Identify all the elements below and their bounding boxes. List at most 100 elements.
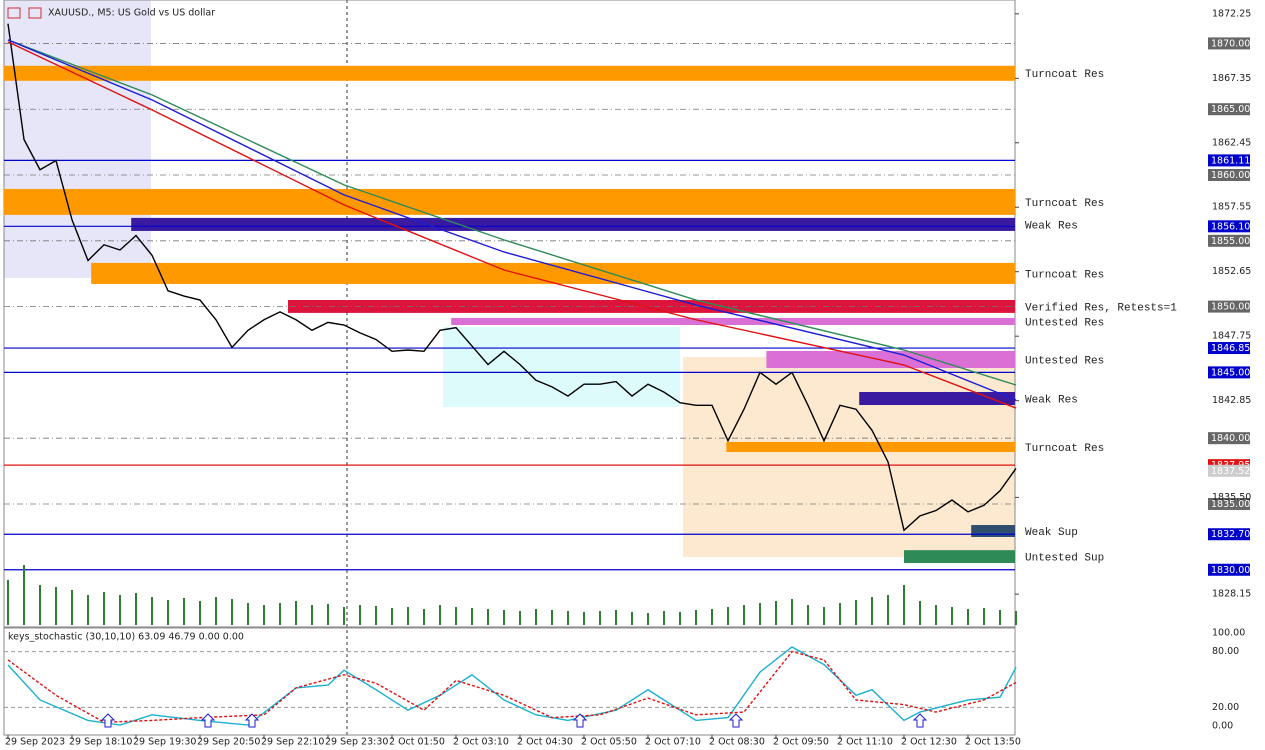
volume-bar	[743, 605, 745, 625]
volume-bar	[679, 612, 681, 625]
volume-bar	[23, 565, 25, 625]
bid-label: 1837.52	[1211, 466, 1250, 477]
volume-bar	[615, 610, 617, 625]
volume-bar	[327, 604, 329, 625]
volume-bar	[631, 612, 633, 625]
signal-arrow	[200, 713, 216, 728]
series-line	[7, 646, 1017, 726]
y-tick-label: 1857.55	[1212, 202, 1251, 213]
series-line	[7, 39, 1017, 401]
volume-bar	[151, 597, 153, 625]
volume-bar	[551, 610, 553, 625]
volume-bar	[791, 599, 793, 625]
zone	[766, 350, 1015, 369]
zone	[288, 300, 1015, 313]
x-tick-label: 29 Sep 2023	[5, 737, 65, 748]
x-tick-label: 29 Sep 20:50	[197, 737, 260, 748]
level-box	[1208, 220, 1250, 233]
volume-bar	[967, 609, 969, 625]
volume-bar	[903, 585, 905, 625]
zone	[859, 391, 1015, 406]
icon	[28, 7, 42, 19]
volume-bar	[311, 605, 313, 625]
y-tick-label: 1847.75	[1212, 331, 1251, 342]
signal-arrow	[244, 713, 260, 728]
y-tick-label: 80.00	[1212, 646, 1239, 657]
level-label: 1830.00	[1211, 565, 1250, 576]
zone-label: Turncoat Res	[1025, 69, 1104, 81]
series-line	[7, 39, 1017, 386]
y-tick-label: 0.00	[1212, 721, 1233, 732]
session-box	[4, 0, 151, 278]
signal-arrow	[572, 713, 588, 728]
volume-bar	[663, 611, 665, 625]
zone	[91, 262, 1015, 284]
volume-bar	[87, 595, 89, 625]
zone-label: Verified Res, Retests=1	[1025, 302, 1177, 314]
volume-bar	[823, 607, 825, 625]
volume-bar	[503, 610, 505, 625]
x-tick-label: 2 Oct 03:10	[453, 737, 509, 748]
zone-label: Weak Res	[1025, 394, 1078, 406]
x-tick-label: 2 Oct 12:30	[901, 737, 957, 748]
x-tick-label: 2 Oct 05:50	[581, 737, 637, 748]
level-label: 1850.00	[1211, 302, 1250, 313]
zone	[4, 65, 1015, 81]
volume-bar	[535, 609, 537, 625]
level-label: 1855.00	[1211, 236, 1250, 247]
volume-bar	[183, 598, 185, 625]
chart-title: XAUUSD., M5: US Gold vs US dollar	[48, 8, 215, 19]
icon	[7, 7, 21, 19]
volume-bar	[999, 610, 1001, 625]
level-box	[1208, 103, 1250, 116]
volume-bar	[423, 609, 425, 625]
volume-bar	[471, 608, 473, 625]
level-box	[1208, 528, 1250, 541]
level-box	[1208, 497, 1250, 510]
volume-bar	[647, 613, 649, 625]
volume-bar	[439, 605, 441, 625]
indicator-title: keys_stochastic (30,10,10) 63.09 46.79 0…	[8, 632, 244, 643]
x-tick-label: 2 Oct 13:50	[965, 737, 1021, 748]
volume-bar	[103, 592, 105, 625]
volume-bar	[599, 611, 601, 625]
y-tick-label: 20.00	[1212, 702, 1239, 713]
y-tick-label: 100.00	[1212, 628, 1245, 639]
zone-label: Turncoat Res	[1025, 269, 1104, 281]
volume-bar	[1015, 611, 1017, 625]
volume-bar	[375, 606, 377, 625]
zone-label: Untested Res	[1025, 355, 1104, 367]
x-tick-label: 2 Oct 04:30	[517, 737, 573, 748]
y-tick-label: 1872.25	[1212, 8, 1251, 19]
volume-bar	[263, 605, 265, 625]
volume-bar	[215, 597, 217, 625]
volume-bar	[807, 605, 809, 625]
level-box	[1208, 154, 1250, 167]
x-tick-label: 2 Oct 07:10	[645, 737, 701, 748]
y-tick-label: 1867.35	[1212, 73, 1251, 84]
volume-bar	[343, 607, 345, 625]
zone	[971, 525, 1015, 537]
level-label: 1832.70	[1211, 529, 1250, 540]
volume-bar	[135, 593, 137, 625]
volume-bar	[775, 601, 777, 625]
sub-frame	[3, 627, 1016, 736]
volume-bar	[887, 595, 889, 625]
signal-arrow	[100, 713, 116, 728]
level-label: 1845.00	[1211, 367, 1250, 378]
y-tick-label: 1862.45	[1212, 137, 1251, 148]
level-box	[1208, 300, 1250, 313]
volume-bar	[71, 590, 73, 625]
level-box	[1208, 366, 1250, 379]
zone-label: Weak Res	[1025, 220, 1078, 232]
x-tick-label: 2 Oct 01:50	[389, 737, 445, 748]
level-box	[1208, 432, 1250, 445]
level-box	[1208, 234, 1250, 247]
session-box	[683, 357, 1015, 557]
volume-bar	[695, 610, 697, 625]
level-box	[1208, 342, 1250, 355]
y-tick-label: 1835.50	[1212, 492, 1251, 503]
zone-label: Untested Sup	[1025, 553, 1104, 565]
volume-bar	[391, 608, 393, 625]
level-box	[1208, 37, 1250, 50]
